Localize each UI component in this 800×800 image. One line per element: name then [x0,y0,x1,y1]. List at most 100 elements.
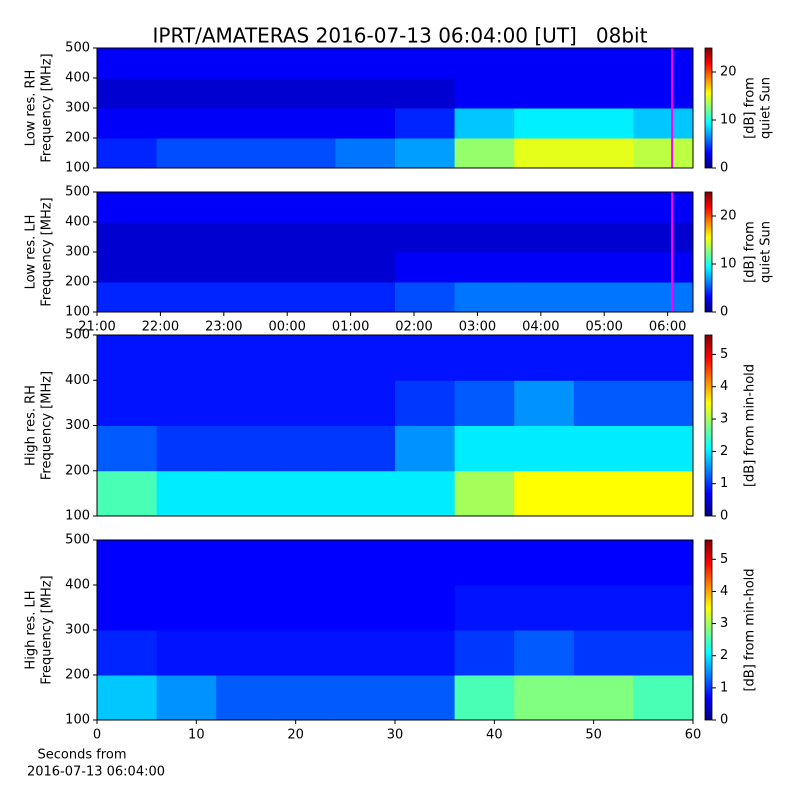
heatmap-cell [573,108,634,139]
x-tick-label: 02:00 [395,320,432,335]
heatmap-cell [395,335,456,381]
colorbar [704,191,713,313]
heatmap-cell [633,78,694,109]
x-axis-label: Seconds from [37,748,126,763]
heatmap-cell [573,282,634,313]
heatmap-cell [156,675,217,721]
heatmap-cell [335,380,396,426]
heatmap-cell [454,335,515,381]
x-tick-label: 60 [685,728,702,743]
colorbar-tick-label: 10 [720,257,737,272]
heatmap-cell [335,222,396,253]
heatmap-cell [97,192,158,223]
heatmap-cell [514,108,575,139]
heatmap-cell [97,335,158,381]
heatmap-cell [573,222,634,253]
heatmap-cell [514,192,575,223]
heatmap-cell [573,675,634,721]
heatmap-cell [573,335,634,381]
heatmap-cell [335,138,396,169]
y-tick-label: 200 [65,463,90,478]
heatmap-cell [275,425,336,472]
heatmap-cell [97,78,158,109]
heatmap-cell [454,78,515,109]
y-tick-label: 200 [65,131,90,146]
y-tick-label: 100 [65,713,90,728]
heatmap-cell [216,540,277,586]
y-tick-label: 100 [65,161,90,176]
y-tick-label: 500 [65,185,90,200]
heatmap-cell [275,138,336,169]
heatmap-cell [216,192,277,223]
heatmap-cell [335,470,396,517]
heatmap-cell [454,108,515,139]
x-tick-label: 23:00 [205,320,242,335]
heatmap-cell [633,108,694,139]
heatmap-cell [395,470,456,517]
heatmap-cell [156,630,217,676]
heatmap-cell [395,282,456,313]
heatmap-cell [395,425,456,472]
heatmap-cell [156,48,217,79]
y-axis-label: Frequency [MHz] [40,575,55,684]
heatmap-cell [573,585,634,631]
heatmap-cell [514,282,575,313]
heatmap-cell [514,585,575,631]
heatmap-cell [573,470,634,517]
heatmap-cell [335,540,396,586]
heatmap-cell [275,585,336,631]
colorbar-label: [dB] from min-hold [743,364,758,487]
heatmap-cell [633,380,694,426]
heatmap-cell [216,78,277,109]
heatmap-cell [395,630,456,676]
heatmap-cell [156,470,217,517]
heatmap-cell [633,540,694,586]
heatmap-cell [156,252,217,283]
colorbar-tick-label: 0 [720,713,728,728]
colorbar-label: [dB] from min-hold [743,568,758,691]
heatmap-cell [216,335,277,381]
x-tick-label: 06:00 [649,320,686,335]
heatmap-cell [633,282,694,313]
heatmap-cell [573,78,634,109]
y-tick-label: 500 [65,328,90,343]
heatmap-cell [216,48,277,79]
heatmap-cell [335,108,396,139]
colorbar-tick-label: 5 [720,347,728,362]
heatmap-cell [275,470,336,517]
heatmap-cell [633,335,694,381]
heatmap-cell [454,470,515,517]
heatmap-cell [156,108,217,139]
heatmap-cell [335,425,396,472]
heatmap-cell [156,335,217,381]
heatmap-cell [454,675,515,721]
x-tick-label: 03:00 [459,320,496,335]
heatmap-cell [275,192,336,223]
heatmap-cell [454,540,515,586]
colorbar-tick-label: 0 [720,161,728,176]
heatmap-cell [275,252,336,283]
colorbar-tick-label: 3 [720,412,728,427]
heatmap-cell [514,48,575,79]
heatmap-cell [216,252,277,283]
heatmap-cell [275,78,336,109]
colorbar [704,47,713,169]
heatmap-cell [514,78,575,109]
heatmap-cell [454,585,515,631]
y-tick-label: 100 [65,509,90,524]
heatmap-cell [275,380,336,426]
heatmap-cell [216,675,277,721]
x-tick-label: 01:00 [332,320,369,335]
heatmap-cell [514,222,575,253]
heatmap-cell [395,222,456,253]
heatmap-cell [97,470,158,517]
chart-title: IPRT/AMATERAS 2016-07-13 06:04:00 [UT] 0… [153,24,648,48]
heatmap-cell [216,282,277,313]
y-tick-label: 300 [65,623,90,638]
heatmap-cell [633,585,694,631]
heatmap-cell [395,78,456,109]
heatmap-cell [573,192,634,223]
x-tick-label: 20 [287,728,304,743]
x-tick-label: 40 [486,728,503,743]
y-axis-label: Low res. RH [24,70,39,147]
